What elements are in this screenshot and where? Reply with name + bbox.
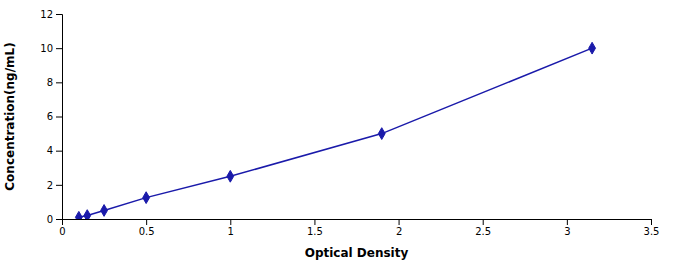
y-axis-title: Concentration(ng/mL) [3, 42, 17, 190]
tick: 3.5 [644, 219, 660, 237]
tick: 10 [40, 43, 62, 54]
tick-label: 2 [47, 180, 53, 191]
tick-mark [56, 151, 62, 152]
tick-label: 0 [59, 226, 65, 237]
tick-label: 12 [40, 9, 53, 20]
tick-mark [651, 219, 652, 225]
tick-label: 1 [228, 226, 234, 237]
tick: 0.5 [139, 219, 155, 237]
tick-mark [56, 185, 62, 186]
tick-label: 10 [40, 43, 53, 54]
series [75, 42, 595, 219]
tick-label: 1.5 [307, 226, 323, 237]
point [84, 210, 91, 219]
tick-label: 0.5 [139, 226, 155, 237]
tick: 0 [47, 214, 62, 225]
tick-mark [146, 219, 147, 225]
tick-label: 6 [47, 111, 53, 122]
tick-mark [56, 117, 62, 118]
axis-line [56, 15, 63, 220]
tick: 0 [59, 219, 65, 237]
point [143, 192, 150, 204]
point [227, 170, 234, 182]
tick-mark [314, 219, 315, 225]
tick: 2 [396, 219, 402, 237]
x-axis-title: Optical Density [305, 246, 409, 260]
tick-mark [56, 48, 62, 49]
tick-label: 3 [564, 226, 570, 237]
tick-mark [56, 14, 62, 15]
tick-mark [567, 219, 568, 225]
tick: 2 [47, 180, 62, 191]
tick: 4 [47, 145, 62, 156]
point [75, 211, 82, 219]
tick: 6 [47, 111, 62, 122]
tick-mark [230, 219, 231, 225]
tick-mark [483, 219, 484, 225]
point [589, 42, 596, 54]
tick-label: 0 [47, 214, 53, 225]
tick-label: 2.5 [475, 226, 491, 237]
tick-label: 8 [47, 77, 53, 88]
point [101, 205, 108, 217]
tick: 3 [564, 219, 570, 237]
tick-mark [56, 219, 62, 220]
chart: 0 0.5 1 1.5 2 2.5 3 3.5 0 2 4 6 8 10 12 Optical Density… [0, 0, 673, 265]
tick: 2.5 [475, 219, 491, 237]
x-axis: 0 0.5 1 1.5 2 2.5 3 3.5 [59, 219, 659, 237]
axis-line [63, 220, 652, 226]
tick-label: 3.5 [644, 226, 660, 237]
tick-label: 4 [47, 145, 53, 156]
point [378, 128, 385, 140]
tick-mark [56, 82, 62, 83]
tick-mark [399, 219, 400, 225]
tick: 1.5 [307, 219, 323, 237]
tick: 12 [40, 9, 62, 20]
tick: 1 [228, 219, 234, 237]
line [79, 48, 592, 217]
plot: 0 0.5 1 1.5 2 2.5 3 3.5 0 2 4 6 8 10 12 [40, 9, 659, 237]
y-axis: 0 2 4 6 8 10 12 [40, 9, 62, 225]
tick-label: 2 [396, 226, 402, 237]
tick: 8 [47, 77, 62, 88]
